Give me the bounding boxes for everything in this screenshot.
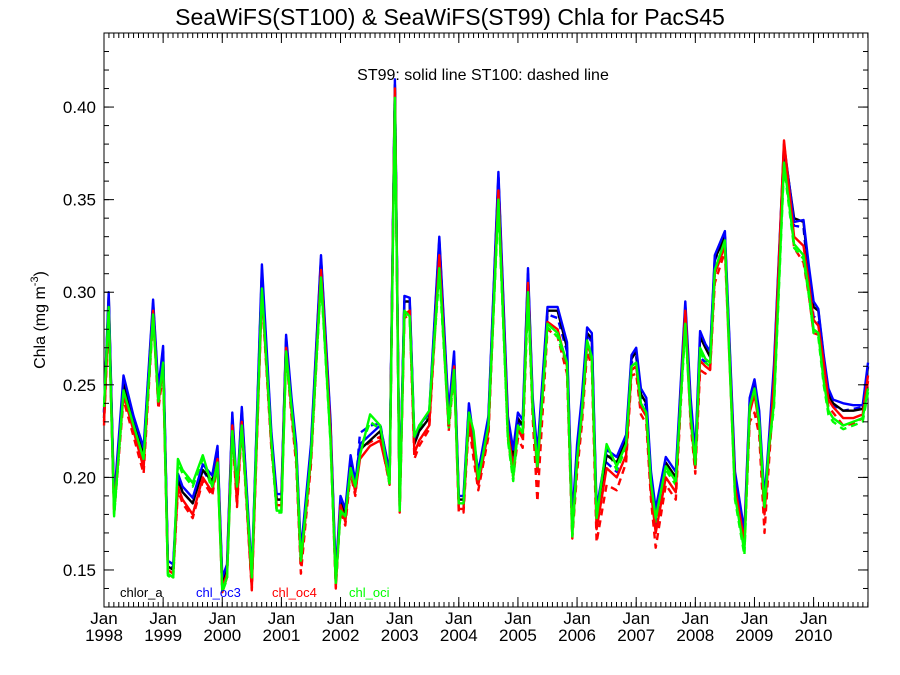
chl_oci-solid-line — [102, 96, 870, 592]
x-tick-label-month: Jan — [445, 609, 472, 628]
x-tick-label-month: Jan — [268, 609, 295, 628]
x-tick-label-year: 2008 — [676, 626, 714, 645]
x-tick-label-year: 2002 — [322, 626, 360, 645]
x-tick-label-month: Jan — [386, 609, 413, 628]
x-tick-label-month: Jan — [327, 609, 354, 628]
x-tick-label-year: 2009 — [736, 626, 774, 645]
y-tick-label: 0.35 — [63, 191, 96, 210]
x-axis: Jan1998Jan1999Jan2000Jan2001Jan2002Jan20… — [85, 33, 869, 645]
y-tick-label: 0.15 — [63, 561, 96, 580]
series-layer — [102, 78, 870, 594]
y-tick-label: 0.40 — [63, 98, 96, 117]
legend: chlor_a chl_oc3 chl_oc4 chl_oci — [120, 585, 390, 600]
plot-frame — [103, 32, 869, 608]
line-style-annotation: ST99: solid line ST100: dashed line — [357, 67, 609, 84]
legend-label-chl-oc3: chl_oc3 — [196, 585, 241, 600]
x-tick-label-month: Jan — [209, 609, 236, 628]
x-tick-label-month: Jan — [800, 609, 827, 628]
legend-label-chl-oc4: chl_oc4 — [272, 585, 317, 600]
chart-title: SeaWiFS(ST100) & SeaWiFS(ST99) Chla for … — [175, 4, 725, 30]
x-tick-label-year: 2004 — [440, 626, 478, 645]
x-tick-label-year: 2007 — [617, 626, 655, 645]
y-tick-label: 0.30 — [63, 283, 96, 302]
legend-label-chlor-a: chlor_a — [120, 585, 163, 600]
y-axis-label-text: Chla (mg m — [32, 286, 49, 369]
x-tick-label-month: Jan — [90, 609, 117, 628]
x-tick-label-year: 2010 — [795, 626, 833, 645]
y-axis-label: Chla (mg m-3) — [29, 271, 49, 369]
x-tick-label-year: 1999 — [144, 626, 182, 645]
x-tick-label-month: Jan — [149, 609, 176, 628]
y-axis-label-superscript: -3 — [29, 276, 41, 286]
y-tick-label: 0.25 — [63, 376, 96, 395]
x-tick-label-year: 2003 — [381, 626, 419, 645]
x-tick-label-month: Jan — [622, 609, 649, 628]
x-tick-label-year: 2001 — [262, 626, 300, 645]
x-tick-label-month: Jan — [504, 609, 531, 628]
x-tick-label-month: Jan — [682, 609, 709, 628]
x-tick-label-year: 2000 — [203, 626, 241, 645]
legend-label-chl-oci: chl_oci — [349, 585, 390, 600]
y-axis-label-close: ) — [32, 271, 49, 276]
y-tick-label: 0.20 — [63, 468, 96, 487]
x-tick-label-year: 2005 — [499, 626, 537, 645]
x-tick-label-year: 2006 — [558, 626, 596, 645]
x-tick-label-year: 1998 — [85, 626, 123, 645]
y-axis: 0.15 0.20 0.25 0.30 0.35 0.40 — [63, 32, 868, 608]
x-tick-label-month: Jan — [563, 609, 590, 628]
x-tick-label-month: Jan — [741, 609, 768, 628]
